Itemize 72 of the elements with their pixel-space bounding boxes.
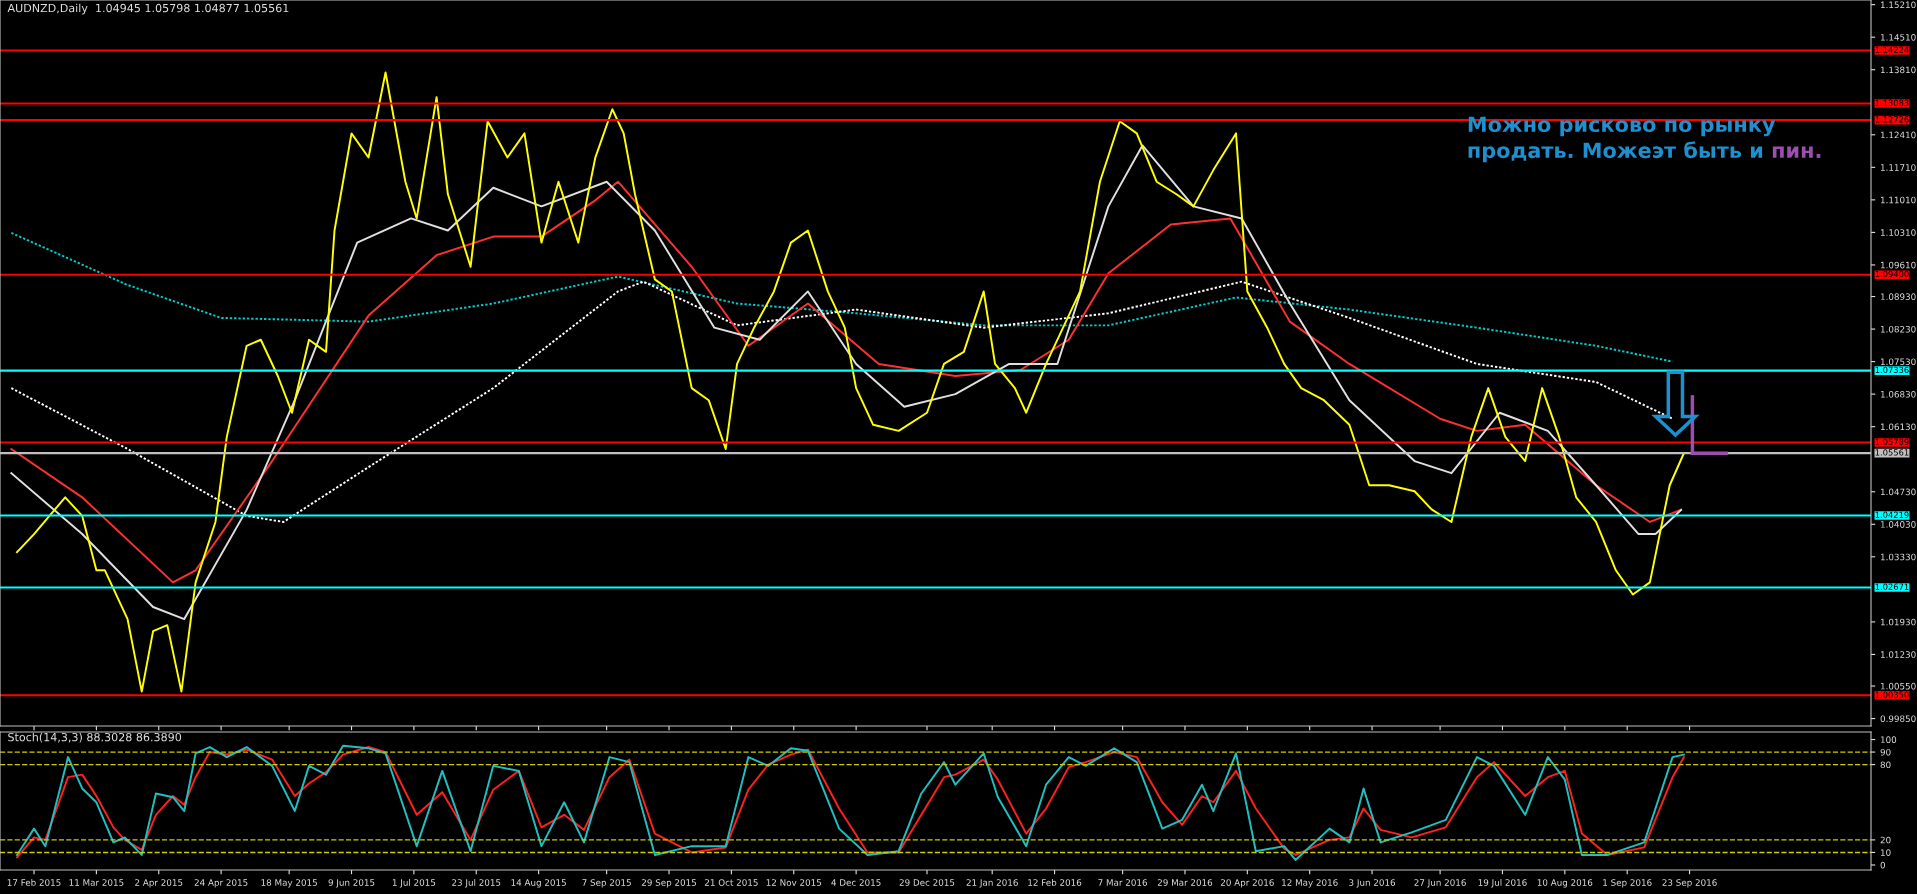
- chart-title: Stoch(14,3,3) 88.3028 86.3890: [8, 732, 182, 743]
- ref-line-label: 1.05561: [1875, 449, 1909, 456]
- x-tick-label: 12 Feb 2016: [1028, 879, 1082, 886]
- x-tick-label: 7 Mar 2016: [1098, 879, 1147, 886]
- line-series: [10, 180, 1683, 584]
- y-tick-label: 1.04730: [1880, 488, 1916, 496]
- x-tick-label: 23 Sep 2016: [1662, 879, 1717, 888]
- x-tick-label: 20 Apr 2016: [1220, 879, 1274, 888]
- y-tick-label: 1.06830: [1880, 390, 1916, 398]
- y-tick-label: 1.01930: [1880, 618, 1916, 626]
- y-tick-label: 0.99850: [1880, 715, 1916, 723]
- y-tick-label: 1.07530: [1880, 358, 1916, 366]
- x-tick-label: 29 Sep 2015: [641, 879, 696, 888]
- ref-line-label: 1.09400: [1875, 270, 1909, 278]
- x-tick-label: 7 Sep 2015: [582, 879, 631, 888]
- ref-line-label: 1.02671: [1875, 583, 1909, 590]
- y-tick-label: 100: [1880, 736, 1897, 743]
- ref-line-label: 1.13083: [1875, 99, 1909, 106]
- x-tick-label: 23 Jul 2015: [452, 879, 501, 888]
- y-tick-label: 1.06130: [1880, 423, 1916, 431]
- x-tick-label: 3 Jun 2016: [1349, 879, 1396, 888]
- y-tick-label: 1.12410: [1880, 131, 1916, 139]
- y-tick-label: 1.03330: [1880, 553, 1916, 561]
- y-tick-label: 1.11710: [1880, 164, 1916, 171]
- x-tick-label: 9 Jun 2015: [328, 879, 375, 888]
- x-tick-label: 27 Jun 2016: [1414, 879, 1466, 888]
- x-tick-label: 1 Sep 2016: [1603, 879, 1652, 888]
- x-tick-label: 17 Feb 2015: [7, 879, 61, 886]
- x-tick-label: 1 Jul 2015: [392, 879, 436, 888]
- x-tick-label: 21 Jan 2016: [966, 879, 1018, 888]
- ref-line-label: 1.14224: [1875, 46, 1909, 53]
- ref-line-label: 1.04219: [1875, 511, 1909, 518]
- line-series: [10, 144, 1683, 621]
- y-tick-label: 1.01230: [1880, 651, 1916, 658]
- line-series: [10, 231, 1674, 363]
- y-tick-label: 1.10310: [1880, 229, 1916, 236]
- y-tick-label: 1.08230: [1880, 325, 1916, 333]
- chart-title: AUDNZD,Daily 1.04945 1.05798 1.04877 1.05561: [7, 3, 289, 15]
- x-tick-label: 29 Mar 2016: [1157, 879, 1213, 886]
- y-tick-label: 1.11010: [1880, 196, 1916, 204]
- x-tick-label: 2 Apr 2015: [135, 879, 183, 888]
- ref-line-label: 1.05789: [1875, 438, 1909, 445]
- ref-line-label: 1.00350: [1875, 691, 1909, 698]
- y-tick-label: 1.13810: [1880, 66, 1916, 74]
- x-tick-label: 12 Nov 2015: [766, 879, 822, 886]
- y-tick-label: 1.00550: [1880, 682, 1916, 690]
- annotation: продать. Можеэт быть и: [1468, 141, 1763, 163]
- y-tick-label: 10: [1880, 849, 1891, 856]
- x-tick-label: 10 Aug 2016: [1537, 879, 1593, 888]
- y-tick-label: 1.08930: [1880, 293, 1916, 300]
- x-tick-label: 18 May 2015: [261, 879, 317, 888]
- y-tick-label: 1.14510: [1880, 34, 1916, 41]
- ref-line-label: 1.12726: [1875, 116, 1909, 123]
- annotation: Можно рисково по рынку: [1468, 116, 1776, 137]
- annotation: пин.: [1772, 146, 1821, 158]
- y-tick-label: 1.09610: [1880, 261, 1916, 269]
- x-tick-label: 4 Dec 2015: [831, 879, 881, 886]
- ref-line-label: 1.07336: [1875, 366, 1909, 374]
- x-tick-label: 11 Mar 2015: [69, 879, 124, 886]
- y-tick-label: 0: [1880, 861, 1886, 869]
- y-tick-label: 80: [1880, 761, 1891, 769]
- x-tick-label: 14 Aug 2015: [511, 879, 566, 888]
- x-tick-label: 21 Oct 2015: [704, 879, 758, 886]
- line-series: [10, 280, 1674, 523]
- y-tick-label: 1.04030: [1880, 521, 1916, 528]
- x-tick-label: 19 Jul 2016: [1478, 879, 1527, 888]
- y-tick-label: 20: [1880, 836, 1891, 844]
- x-tick-label: 29 Dec 2015: [899, 879, 955, 886]
- y-tick-label: 1.15210: [1880, 1, 1916, 9]
- x-tick-label: 24 Apr 2015: [194, 879, 248, 888]
- x-tick-label: 12 May 2016: [1282, 879, 1338, 888]
- y-tick-label: 90: [1880, 748, 1891, 756]
